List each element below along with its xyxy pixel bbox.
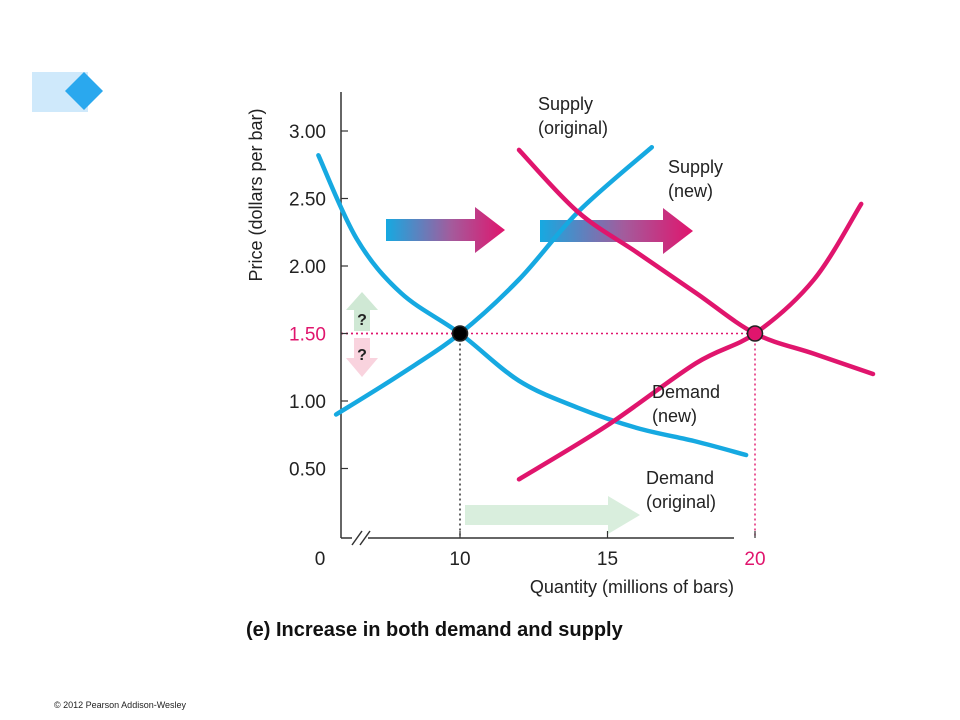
supply-original-curve xyxy=(333,144,655,417)
equilibrium-guides xyxy=(341,332,756,538)
y-tick-label: 2.50 xyxy=(289,190,326,211)
price-down-arrow xyxy=(346,338,378,377)
supply-original-label: Supply xyxy=(538,94,593,114)
supply-shift-arrow xyxy=(540,208,693,254)
supply-new-curve xyxy=(516,201,864,482)
equilibrium-points xyxy=(451,325,764,342)
supply-new-label: Supply xyxy=(668,157,723,177)
supply-new-label: (new) xyxy=(668,181,713,201)
demand-new-label: Demand xyxy=(652,382,720,402)
x-axis-break-marks xyxy=(351,530,371,546)
x-tick-label: 10 xyxy=(449,549,470,570)
price-down-question-mark: ? xyxy=(357,347,367,364)
supply-demand-curves xyxy=(316,144,876,482)
y-axis-title: Price (dollars per bar) xyxy=(246,108,266,281)
axis-break-slash xyxy=(351,530,363,546)
price-up-arrow xyxy=(346,292,378,331)
supply-original-label: (original) xyxy=(538,118,608,138)
curve-shift-arrows xyxy=(386,207,693,254)
new-equilibrium-point xyxy=(746,325,764,342)
demand-original-label: Demand xyxy=(646,468,714,488)
x-tick-label: 15 xyxy=(597,549,618,570)
x-tick-labels: 10 15 20 xyxy=(449,531,766,570)
demand-new-curve xyxy=(516,147,876,377)
y-tick-label: 0.50 xyxy=(289,460,326,481)
chart-caption: (e) Increase in both demand and supply xyxy=(246,619,624,641)
curve-labels: Supply (original) Demand (original) Supply (n… xyxy=(538,94,723,512)
original-equilibrium-point xyxy=(451,325,469,342)
demand-shift-arrow xyxy=(386,207,505,253)
demand-new-label: (new) xyxy=(652,406,697,426)
demand-original-label: (original) xyxy=(646,492,716,512)
demand-original-curve xyxy=(316,153,749,458)
quantity-increase-arrow xyxy=(465,496,640,534)
y-tick-label: 1.50 xyxy=(289,325,326,346)
y-tick-label: 1.00 xyxy=(289,392,326,413)
price-up-question-mark: ? xyxy=(357,312,367,329)
y-tick-label: 3.00 xyxy=(289,122,326,143)
x-tick-label: 20 xyxy=(744,549,765,570)
x-origin-label: 0 xyxy=(315,549,326,570)
decor-diamond-icon xyxy=(65,72,103,110)
y-tick-label: 2.00 xyxy=(289,257,326,278)
y-tick-labels: 0.50 1.00 1.50 2.00 2.50 3.00 xyxy=(289,122,348,481)
slide-decoration xyxy=(32,72,103,112)
x-axis-title: Quantity (millions of bars) xyxy=(530,577,734,597)
copyright-notice: © 2012 Pearson Addison-Wesley xyxy=(54,700,187,710)
axis-break-slash xyxy=(359,530,371,546)
